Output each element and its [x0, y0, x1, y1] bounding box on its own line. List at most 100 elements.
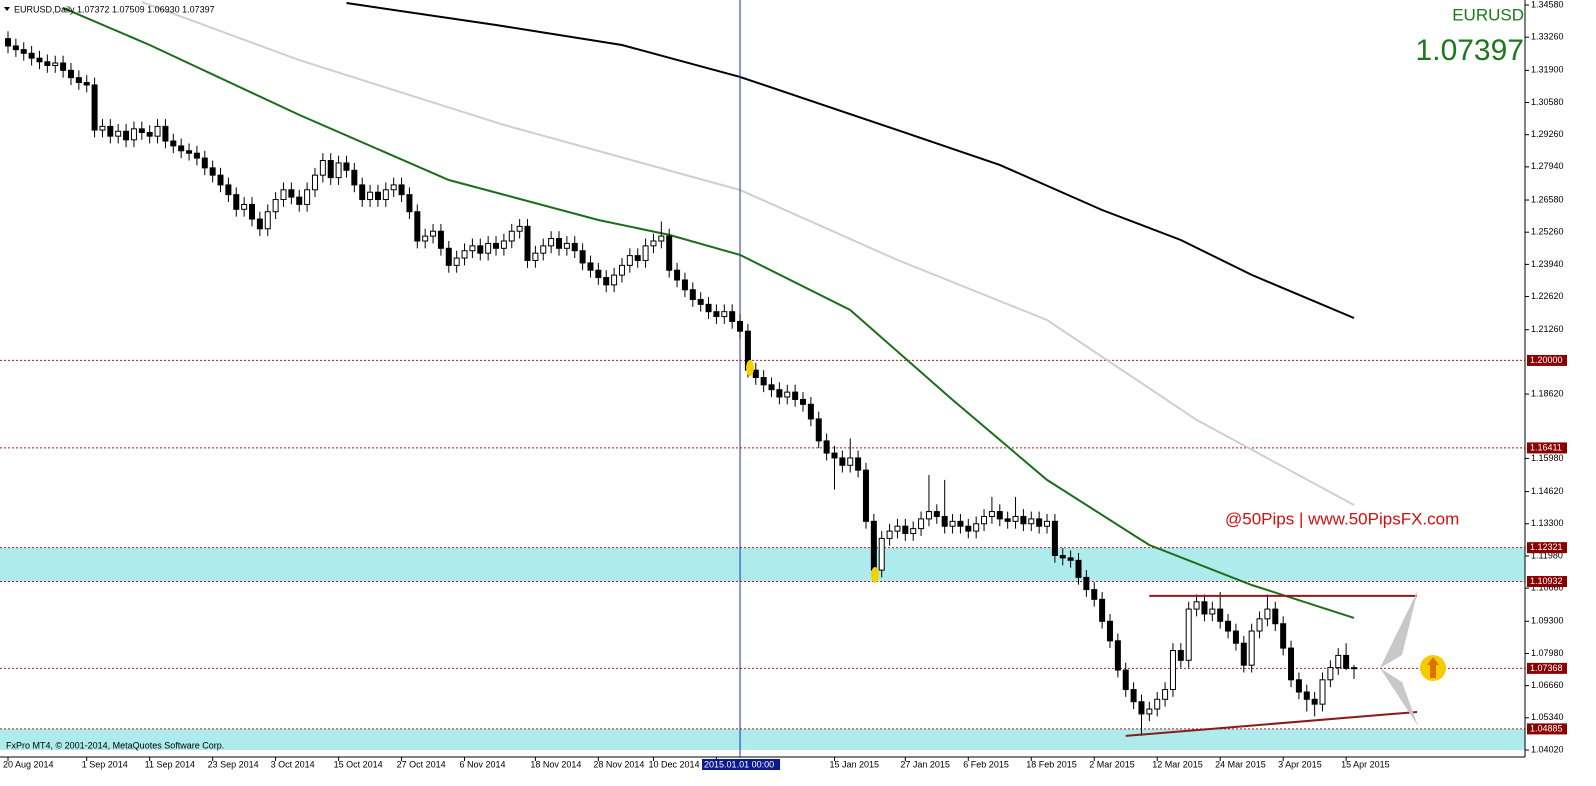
candle-body	[792, 391, 799, 400]
y-tick-label: 1.18620	[1531, 388, 1564, 398]
candle-body	[1044, 520, 1051, 527]
level-label-box	[1527, 723, 1567, 735]
candle-body	[823, 440, 830, 454]
candle-body	[1075, 559, 1082, 578]
candle-body	[681, 279, 688, 291]
candle-body	[981, 515, 988, 525]
x-tick-label: 15 Jan 2015	[829, 759, 879, 769]
candle-body	[540, 245, 547, 254]
candle-body	[91, 84, 98, 131]
candle-body	[847, 457, 854, 466]
candle-body	[178, 145, 185, 152]
candle-body	[1264, 608, 1271, 620]
y-tick-label: 1.07980	[1531, 648, 1564, 658]
level-label: 1.07368	[1530, 663, 1563, 673]
candle-body	[296, 196, 303, 205]
candle-body	[60, 62, 67, 71]
candle-body	[201, 157, 208, 169]
candle-body	[1051, 520, 1058, 556]
candle-body	[1343, 654, 1350, 669]
candle-body	[1327, 667, 1334, 681]
candle-body	[634, 255, 641, 261]
candle-body	[894, 525, 901, 532]
candle-body	[768, 384, 775, 391]
candle-body	[1020, 515, 1027, 525]
candle-body	[414, 211, 421, 242]
candle-body	[186, 150, 193, 154]
candle-body	[67, 69, 74, 79]
candle-body	[477, 245, 484, 254]
candle-body	[571, 242, 578, 252]
candle-body	[579, 250, 586, 264]
projection-wedge	[1380, 668, 1418, 726]
footer: FxPro MT4, © 2001-2014, MetaQuotes Softw…	[6, 740, 224, 750]
x-tick-label: 1 Sep 2014	[82, 759, 128, 769]
candle-body	[1232, 630, 1239, 644]
candle-body	[839, 457, 846, 466]
candle-body	[587, 262, 594, 271]
x-tick-label: 28 Nov 2014	[593, 759, 644, 769]
candle-body	[1099, 598, 1106, 622]
watermark: @50Pips | www.50PipsFX.com	[1225, 509, 1459, 528]
candle-body	[784, 391, 791, 398]
x-tick-label: 20 Aug 2014	[3, 759, 54, 769]
x-tick-label: 15 Oct 2014	[334, 759, 383, 769]
candle-body	[1351, 667, 1357, 670]
x-tick-label: 6 Nov 2014	[460, 759, 506, 769]
candle-body	[697, 298, 704, 305]
candle-body	[1288, 647, 1295, 681]
x-tick-label: 18 Feb 2015	[1026, 759, 1077, 769]
candle-body	[941, 515, 948, 527]
candle-body	[886, 530, 893, 539]
candle-body	[461, 250, 468, 259]
candle-body	[626, 255, 633, 266]
candle-body	[831, 452, 838, 459]
candle-body	[855, 457, 862, 471]
candle-body	[618, 264, 625, 276]
candle-body	[1177, 650, 1184, 661]
candle-body	[1201, 601, 1208, 615]
candle-body	[737, 320, 744, 332]
x-tick-label: 6 Feb 2015	[963, 759, 1009, 769]
candle-body	[1335, 654, 1342, 669]
candle-body	[516, 225, 523, 232]
y-tick-label: 1.30580	[1531, 97, 1564, 107]
level-label-box	[1527, 542, 1567, 554]
candle-body	[1162, 689, 1169, 700]
candle-body	[130, 128, 137, 141]
y-tick-label: 1.10660	[1531, 583, 1564, 593]
candle-body	[603, 277, 610, 286]
candle-body	[973, 523, 980, 532]
candle-body	[36, 57, 43, 63]
candle-body	[611, 274, 618, 286]
candle-body	[1059, 554, 1066, 559]
candle-body	[666, 235, 673, 271]
candle-body	[910, 528, 917, 535]
candle-body	[351, 169, 358, 186]
candle-body	[138, 128, 145, 133]
candle-body	[1004, 518, 1011, 522]
candle-body	[1248, 630, 1255, 666]
candle-body	[374, 191, 381, 201]
candle-body	[115, 130, 122, 137]
y-tick-label: 1.25260	[1531, 227, 1564, 237]
level-label: 1.16411	[1530, 442, 1562, 452]
candle-body	[713, 311, 720, 318]
level-label-box	[1527, 662, 1567, 674]
level-label: 1.20000	[1530, 355, 1563, 365]
candle-body	[878, 537, 885, 571]
candle-body	[44, 61, 51, 66]
candle-body	[335, 162, 342, 179]
separator-label: 2015.01.01 00:00	[704, 759, 774, 769]
candle-body	[288, 189, 295, 198]
candle-body	[311, 174, 318, 191]
candle-body	[390, 184, 397, 191]
candle-body	[1067, 557, 1074, 561]
candle-body	[1303, 691, 1310, 700]
y-tick-label: 1.29260	[1531, 129, 1564, 139]
candle-body	[304, 189, 311, 205]
candle-body	[256, 218, 263, 230]
candle-body	[20, 49, 27, 54]
candle-body	[862, 469, 869, 522]
